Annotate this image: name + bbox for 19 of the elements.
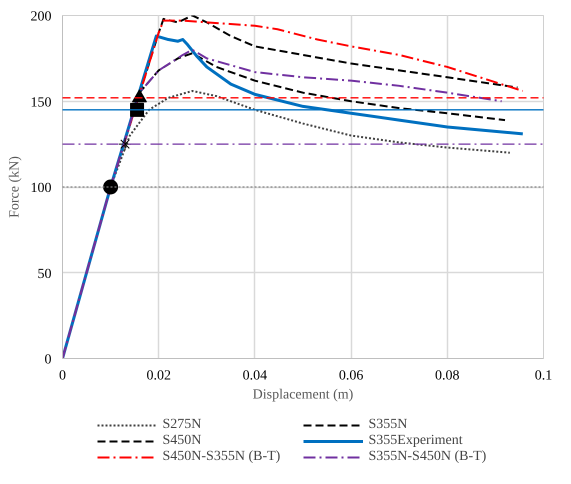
x-tick-label: 0.04 xyxy=(242,368,268,384)
legend-label: S355Experiment xyxy=(368,433,464,449)
y-tick-label: 100 xyxy=(30,181,52,196)
legend-label: S355N-S450N (B-T) xyxy=(368,449,488,465)
x-tick-label: 0 xyxy=(59,368,66,384)
y-tick-label: 200 xyxy=(30,10,52,24)
legend-label: S450N-S355N (B-T) xyxy=(162,449,282,465)
y-tick-label: 50 xyxy=(38,266,52,282)
x-tick-label: 0.06 xyxy=(338,368,364,384)
y-tick-label: 150 xyxy=(30,95,52,110)
legend-label: S450N xyxy=(162,433,202,449)
x-tick-label: 0.1 xyxy=(534,368,552,384)
y-tick-label: 0 xyxy=(44,352,52,368)
y-axis-title: Force (kN) xyxy=(8,156,22,218)
x-tick-label: 0.02 xyxy=(146,368,171,384)
x-axis-title: Displacement (m) xyxy=(252,388,354,402)
legend-label: S355N xyxy=(368,417,408,433)
x-tick-label: 0.08 xyxy=(435,368,460,384)
legend-label: S275N xyxy=(162,417,202,433)
